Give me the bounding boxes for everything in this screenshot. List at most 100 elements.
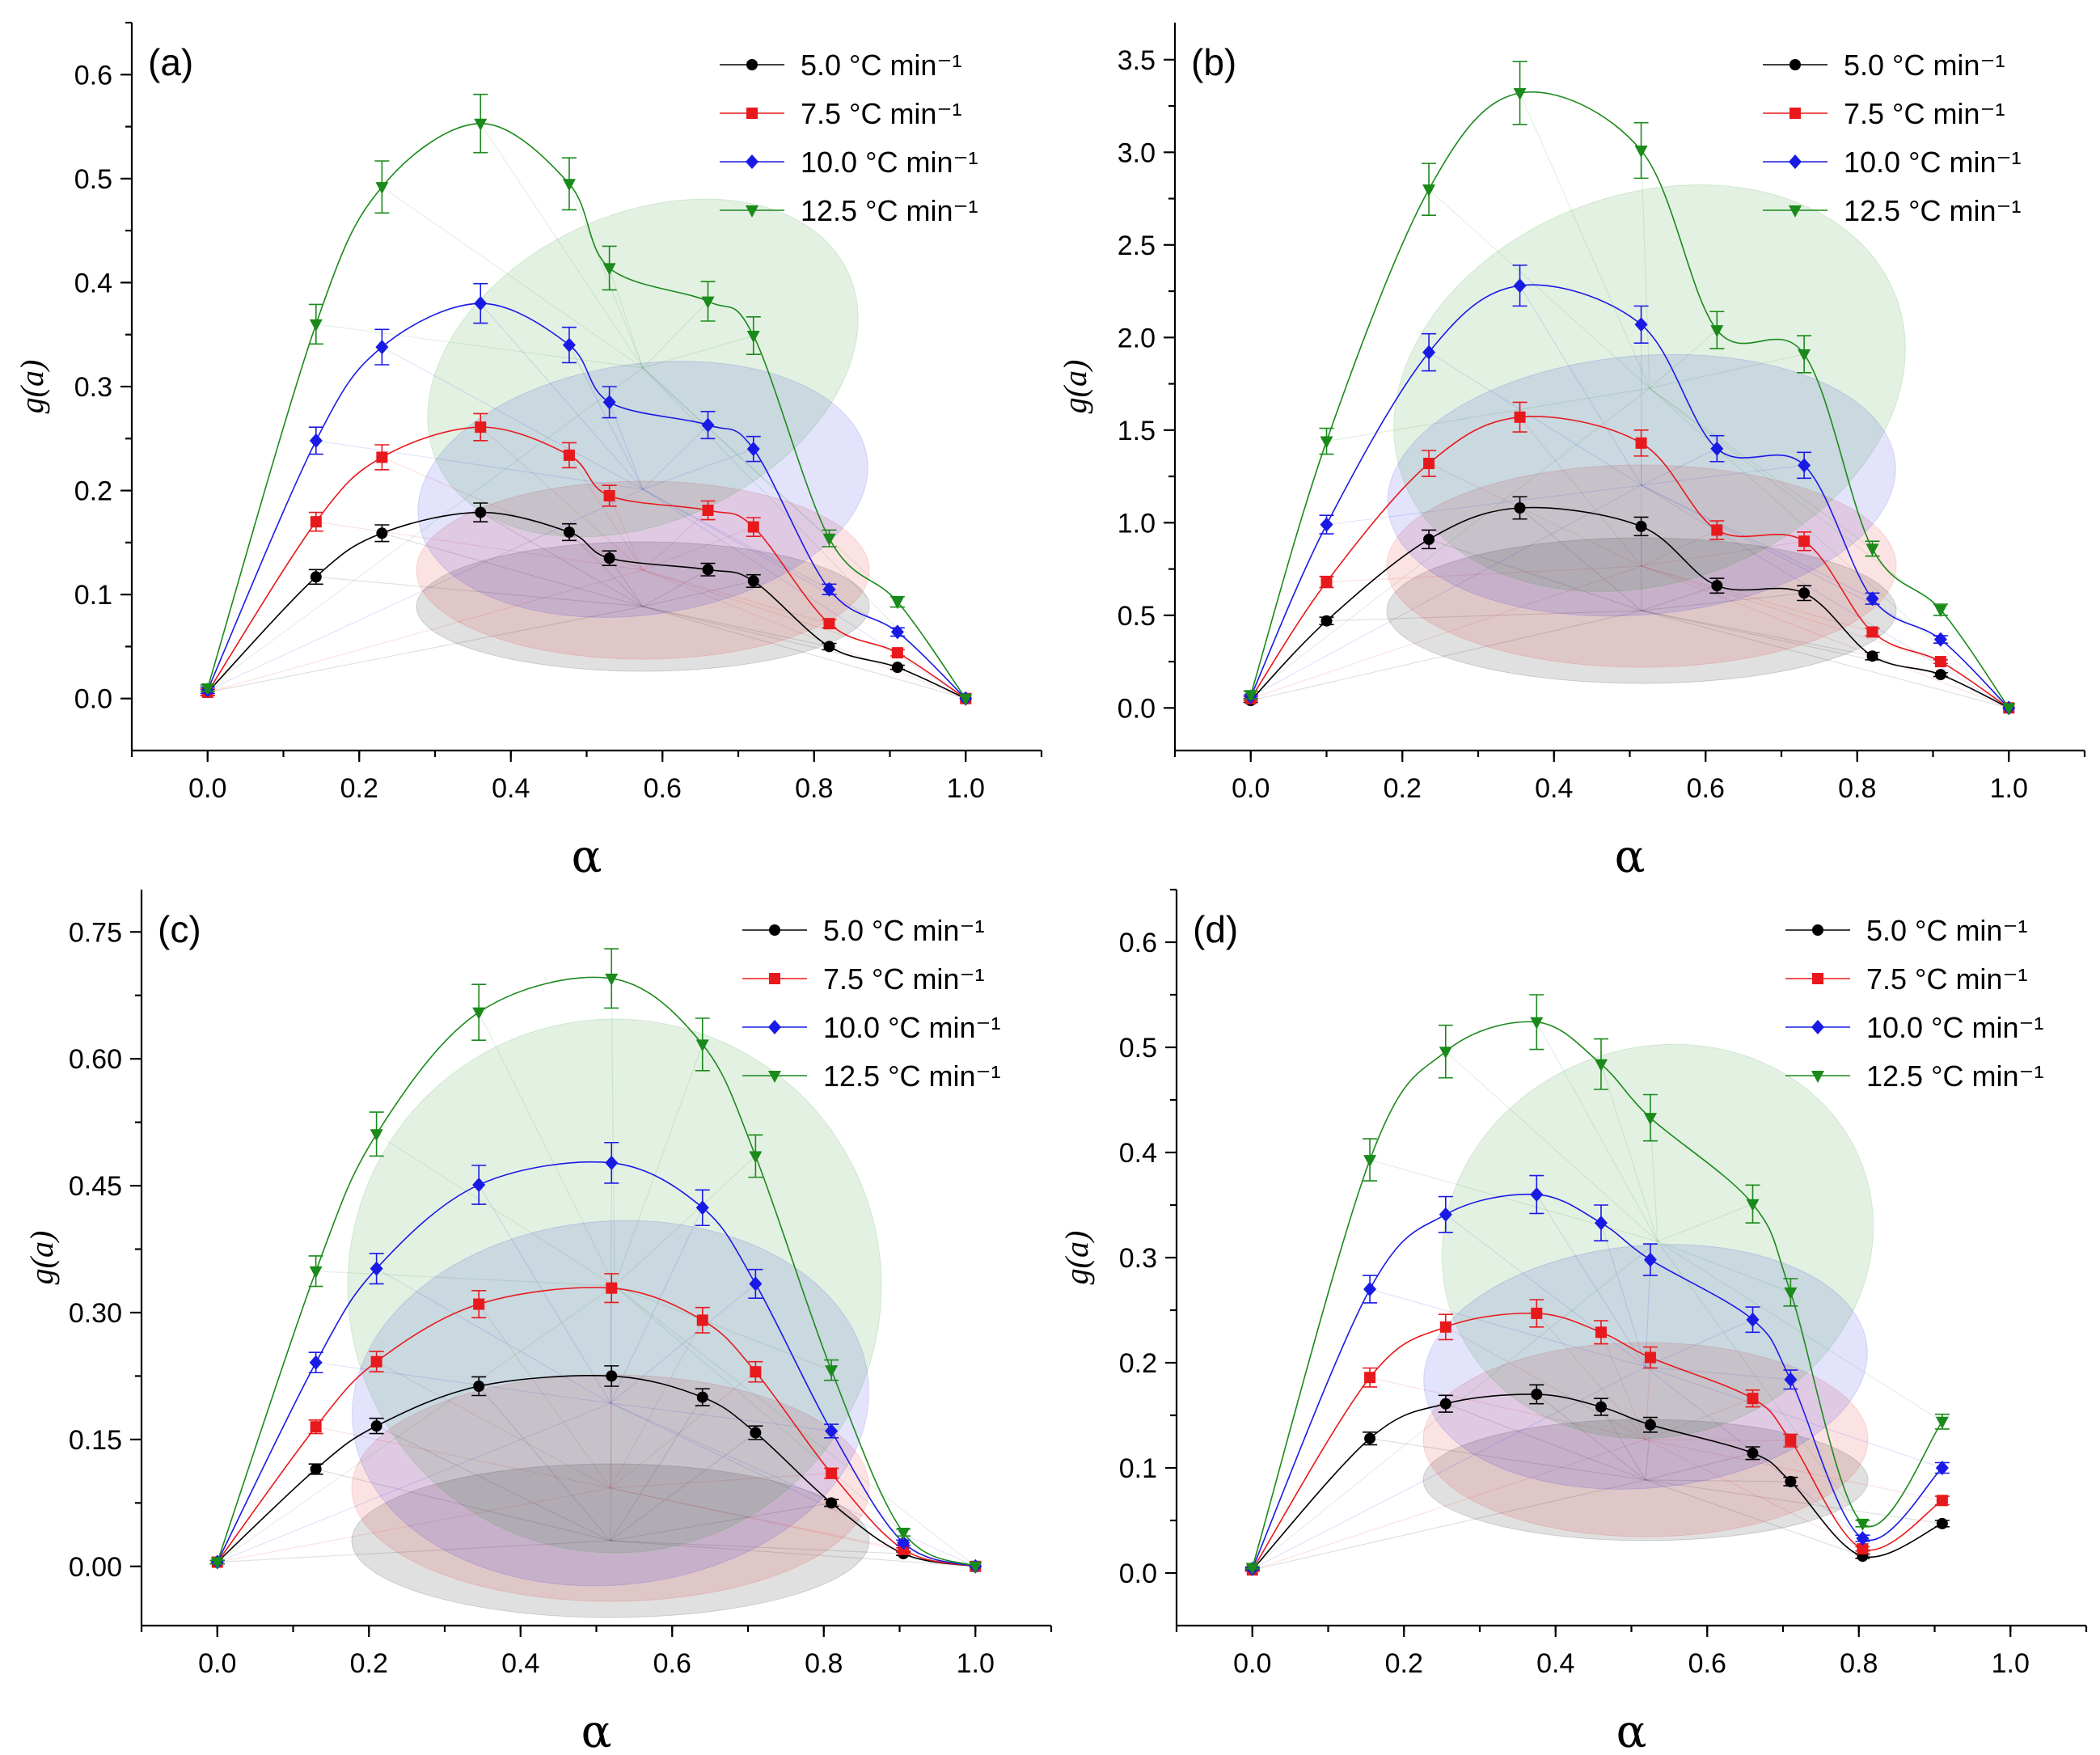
- spoke-line: [1252, 1479, 1646, 1571]
- spoke-line: [1641, 484, 2009, 708]
- data-point: [375, 340, 389, 355]
- spoke-line: [1445, 1326, 1646, 1440]
- data-point: [959, 693, 973, 706]
- y-tick-label: 0.5: [1119, 1033, 1157, 1064]
- data-point: [1320, 576, 1333, 588]
- legend-entry: 5.0 °C min⁻¹: [801, 49, 961, 82]
- spoke-line: [1645, 1479, 1791, 1482]
- legend-marker: [1811, 1071, 1824, 1083]
- x-tick-label: 0.2: [350, 1648, 388, 1679]
- spoke-line: [1250, 387, 1650, 696]
- data-point: [747, 575, 759, 587]
- legend-marker: [746, 205, 758, 218]
- spoke-line: [1536, 1393, 1646, 1481]
- spoke-line: [1428, 188, 1650, 389]
- series-line: [206, 122, 966, 700]
- legend-marker: [1789, 59, 1801, 70]
- x-tick-label: 0.4: [1535, 773, 1573, 804]
- data-point: [1439, 1321, 1451, 1333]
- spoke-line: [1536, 1194, 1646, 1368]
- spoke-line: [1641, 484, 1873, 599]
- data-point: [472, 1178, 486, 1193]
- x-tick-label: 0.6: [644, 773, 682, 804]
- series-line: [217, 1287, 976, 1567]
- y-tick-label: 0.0: [74, 684, 112, 715]
- y-axis-title: g(a): [1057, 360, 1093, 414]
- spoke-line: [1250, 484, 1642, 698]
- data-point: [1514, 411, 1526, 423]
- data-point: [475, 506, 487, 518]
- legend-entry: 10.0 °C min⁻¹: [1866, 1011, 2043, 1044]
- spoke-line: [1641, 565, 1942, 662]
- data-point: [1710, 441, 1724, 456]
- series-1: [200, 412, 972, 704]
- x-tick-label: 0.2: [340, 773, 378, 804]
- data-point: [825, 1423, 839, 1439]
- spoke-line: [207, 606, 644, 693]
- spoke-line: [1645, 1479, 1942, 1525]
- spoke-line: [642, 488, 898, 632]
- data-point: [375, 182, 389, 195]
- spoke-line: [1641, 610, 2009, 708]
- series-3: [1243, 61, 2016, 716]
- spoke-line: [642, 569, 830, 624]
- data-point: [890, 624, 904, 640]
- series-line: [1249, 91, 2009, 708]
- spoke-line: [568, 531, 644, 607]
- spoke-line: [609, 495, 644, 571]
- y-tick-label: 0.00: [69, 1552, 122, 1583]
- data-point: [702, 564, 714, 576]
- spoke-line: [1369, 1438, 1646, 1481]
- data-point: [749, 1151, 763, 1164]
- spoke-line: [217, 1402, 611, 1563]
- data-point: [1865, 591, 1879, 607]
- ellipse-overlay: [217, 978, 976, 1618]
- spoke-line: [610, 1473, 832, 1489]
- spoke-line: [1641, 464, 1805, 486]
- legend: 5.0 °C min⁻¹ 7.5 °C min⁻¹ 10.0 °C min⁻¹ 12.…: [720, 49, 978, 227]
- spoke-line: [376, 1425, 611, 1541]
- data-point: [376, 527, 388, 539]
- data-point: [701, 417, 715, 433]
- spoke-line: [315, 1468, 611, 1541]
- spoke-line: [1657, 1241, 1791, 1293]
- data-point: [1644, 1351, 1656, 1364]
- y-axis-title: g(a): [1058, 1231, 1095, 1285]
- series-3: [200, 93, 973, 706]
- spoke-line: [642, 425, 708, 490]
- spoke-line: [1600, 1064, 1658, 1242]
- data-point: [474, 118, 488, 131]
- spoke-line: [478, 1184, 611, 1404]
- data-point: [310, 1421, 322, 1433]
- x-axis-title: α: [581, 1706, 612, 1755]
- spoke-line: [610, 1371, 756, 1489]
- x-tick-label: 0.4: [501, 1648, 539, 1679]
- series-line: [1250, 506, 2009, 709]
- spoke-line: [1645, 1398, 1753, 1440]
- y-tick-label: 0.0: [1118, 693, 1156, 724]
- data-point: [1746, 1312, 1760, 1327]
- x-tick-label: 1.0: [957, 1648, 995, 1679]
- spoke-line: [315, 1362, 611, 1404]
- data-point: [563, 526, 575, 538]
- x-tick-label: 0.2: [1385, 1648, 1423, 1679]
- y-tick-label: 0.30: [69, 1298, 122, 1329]
- series-line: [207, 426, 966, 700]
- spoke-line: [1600, 1222, 1646, 1368]
- x-tick-label: 1.0: [1990, 773, 2028, 804]
- x-axis-title: α: [1616, 1706, 1647, 1755]
- y-tick-label: 3.5: [1118, 45, 1156, 76]
- spoke-line: [382, 456, 644, 571]
- spoke-line: [480, 426, 644, 571]
- data-point: [823, 641, 835, 653]
- spoke-line: [478, 1012, 615, 1287]
- data-point: [1320, 436, 1333, 449]
- data-point: [701, 296, 715, 309]
- data-point: [822, 581, 836, 597]
- spoke-line: [1641, 592, 1805, 611]
- spoke-line: [376, 1133, 615, 1287]
- data-point: [891, 647, 903, 659]
- data-point: [309, 319, 323, 332]
- data-point: [897, 1535, 911, 1550]
- x-tick-label: 0.8: [1838, 773, 1876, 804]
